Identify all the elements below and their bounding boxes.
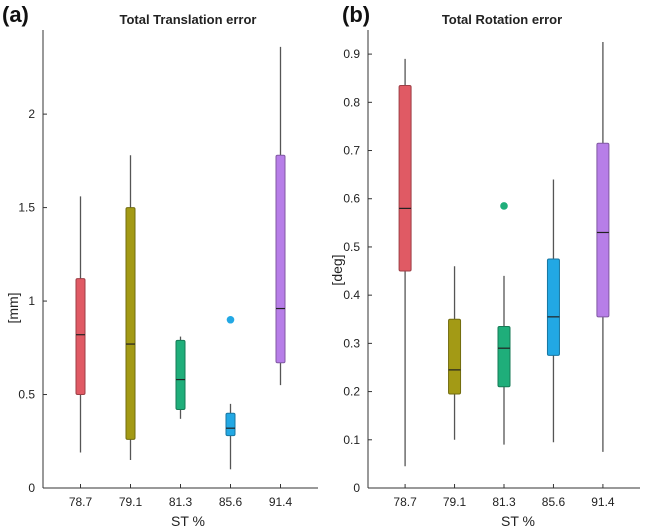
y-tick-label-a: 1: [28, 294, 35, 308]
panel-a: (a) Total Translation error [mm] ST % 00…: [2, 2, 318, 529]
x-tick-label-a: 81.3: [169, 495, 193, 509]
x-tick-label-a: 91.4: [269, 495, 293, 509]
y-tick-label-b: 0.1: [343, 433, 360, 447]
box-iqr: [175, 339, 186, 410]
y-tick-label-a: 2: [28, 107, 35, 121]
box-b-81-3: [497, 202, 511, 445]
box-b-91-4: [596, 42, 610, 452]
x-tick-label-b: 81.3: [492, 495, 516, 509]
box-iqr: [398, 84, 412, 272]
x-axis-label-a: ST %: [171, 513, 205, 529]
box-a-78-7: [75, 196, 86, 453]
y-tick-label-b: 0.2: [343, 385, 360, 399]
y-axis-label-a: [mm]: [5, 292, 21, 323]
box-b-85-6: [546, 179, 560, 443]
y-tick-label-b: 0.8: [343, 95, 360, 109]
panel-label-a: (a): [2, 2, 29, 27]
y-tick-label-b: 0.5: [343, 240, 360, 254]
x-tick-label-b: 78.7: [393, 495, 417, 509]
outlier-point: [500, 202, 508, 210]
box-iqr: [546, 258, 560, 356]
box-a-91-4: [275, 46, 286, 386]
x-tick-label-a: 79.1: [119, 495, 143, 509]
y-tick-label-b: 0.4: [343, 288, 360, 302]
outlier-point: [226, 315, 235, 324]
x-tick-label-a: 78.7: [69, 495, 93, 509]
box-a-81-3: [175, 336, 186, 419]
box-iqr: [125, 207, 136, 440]
y-tick-label-b: 0.7: [343, 144, 360, 158]
box-iqr: [497, 325, 511, 388]
x-tick-label-b: 91.4: [591, 495, 615, 509]
box-a-79-1: [125, 155, 136, 460]
y-tick-label-b: 0.6: [343, 192, 360, 206]
box-iqr: [596, 142, 610, 318]
y-tick-label-a: 0.5: [18, 388, 35, 402]
box-iqr: [275, 154, 286, 364]
box-b-79-1: [448, 266, 462, 440]
axes-a: 0 0.5 1 1.5 2 78.7 79.1 81.3 85.6 91.4: [18, 30, 318, 509]
chart-title-b: Total Rotation error: [442, 12, 562, 27]
y-tick-label-a: 1.5: [18, 201, 35, 215]
box-iqr: [75, 278, 86, 396]
box-iqr: [225, 412, 236, 437]
y-tick-label-b: 0.3: [343, 336, 360, 350]
x-axis-label-b: ST %: [501, 513, 535, 529]
panel-label-b: (b): [342, 2, 370, 27]
axes-b: 0 0.1 0.2 0.3 0.4 0.5 0.6 0.7 0.8 0.9 78.7 79.1 81.3…: [343, 30, 640, 509]
panel-b: (b) Total Rotation error [deg] ST % 0 0.1…: [329, 2, 640, 529]
box-b-78-7: [398, 58, 412, 467]
box-a-85-6: [225, 315, 236, 470]
y-axis-label-b: [deg]: [329, 254, 345, 285]
y-tick-label-b: 0: [353, 481, 360, 495]
box-iqr: [448, 318, 462, 395]
x-tick-label-a: 85.6: [219, 495, 243, 509]
y-tick-label-a: 0: [28, 481, 35, 495]
plot-area-a: [75, 46, 286, 470]
x-tick-label-b: 79.1: [443, 495, 467, 509]
y-tick-label-b: 0.9: [343, 47, 360, 61]
plot-area-b: [398, 42, 610, 467]
x-tick-label-b: 85.6: [542, 495, 566, 509]
chart-title-a: Total Translation error: [119, 12, 256, 27]
